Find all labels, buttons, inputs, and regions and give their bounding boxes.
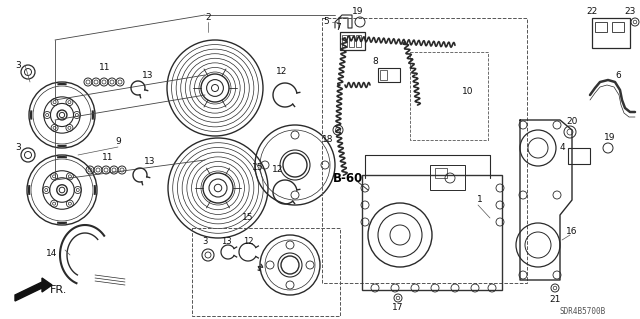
Text: 15: 15 xyxy=(252,164,264,173)
Bar xyxy=(430,165,465,190)
Text: 21: 21 xyxy=(549,295,561,305)
Bar xyxy=(378,68,400,82)
Text: 1: 1 xyxy=(477,196,483,204)
Bar xyxy=(410,52,488,140)
Text: 13: 13 xyxy=(221,238,231,247)
Bar xyxy=(568,148,590,164)
Text: 3: 3 xyxy=(15,61,21,70)
Bar xyxy=(362,175,502,290)
Bar xyxy=(349,35,354,47)
Text: SDR4B5700B: SDR4B5700B xyxy=(560,308,606,316)
Text: 14: 14 xyxy=(46,249,58,257)
Text: 4: 4 xyxy=(559,144,565,152)
Bar xyxy=(595,22,607,32)
Text: 12: 12 xyxy=(272,166,284,174)
Text: 3: 3 xyxy=(15,144,21,152)
Text: 16: 16 xyxy=(566,227,578,236)
Text: 19: 19 xyxy=(352,8,364,17)
Text: 7: 7 xyxy=(335,24,341,33)
Text: 6: 6 xyxy=(615,70,621,79)
Bar xyxy=(612,22,624,32)
Bar xyxy=(340,32,365,50)
Text: FR.: FR. xyxy=(50,285,67,295)
Text: 12: 12 xyxy=(243,238,253,247)
Bar xyxy=(342,35,347,47)
Polygon shape xyxy=(15,278,52,301)
Text: 18: 18 xyxy=(323,136,333,145)
Text: 3: 3 xyxy=(202,238,208,247)
Text: 8: 8 xyxy=(372,57,378,66)
Text: 13: 13 xyxy=(142,70,154,79)
Text: 5: 5 xyxy=(323,18,329,26)
Text: 15: 15 xyxy=(243,213,253,222)
Text: 2: 2 xyxy=(205,13,211,23)
Text: 11: 11 xyxy=(99,63,111,72)
Text: 11: 11 xyxy=(102,153,114,162)
Text: 12: 12 xyxy=(276,68,288,77)
Text: 23: 23 xyxy=(624,8,636,17)
Text: 10: 10 xyxy=(462,87,474,97)
Text: 19: 19 xyxy=(604,133,616,143)
Bar xyxy=(322,18,527,283)
Bar xyxy=(356,35,361,47)
Text: 20: 20 xyxy=(566,117,578,127)
Text: 9: 9 xyxy=(115,137,121,146)
Bar xyxy=(435,168,447,178)
Bar xyxy=(380,70,387,80)
Text: B-60: B-60 xyxy=(333,172,363,184)
Text: 17: 17 xyxy=(392,303,404,313)
Bar xyxy=(192,228,340,316)
Bar xyxy=(592,18,630,48)
Text: 22: 22 xyxy=(586,8,598,17)
Text: 13: 13 xyxy=(144,158,156,167)
